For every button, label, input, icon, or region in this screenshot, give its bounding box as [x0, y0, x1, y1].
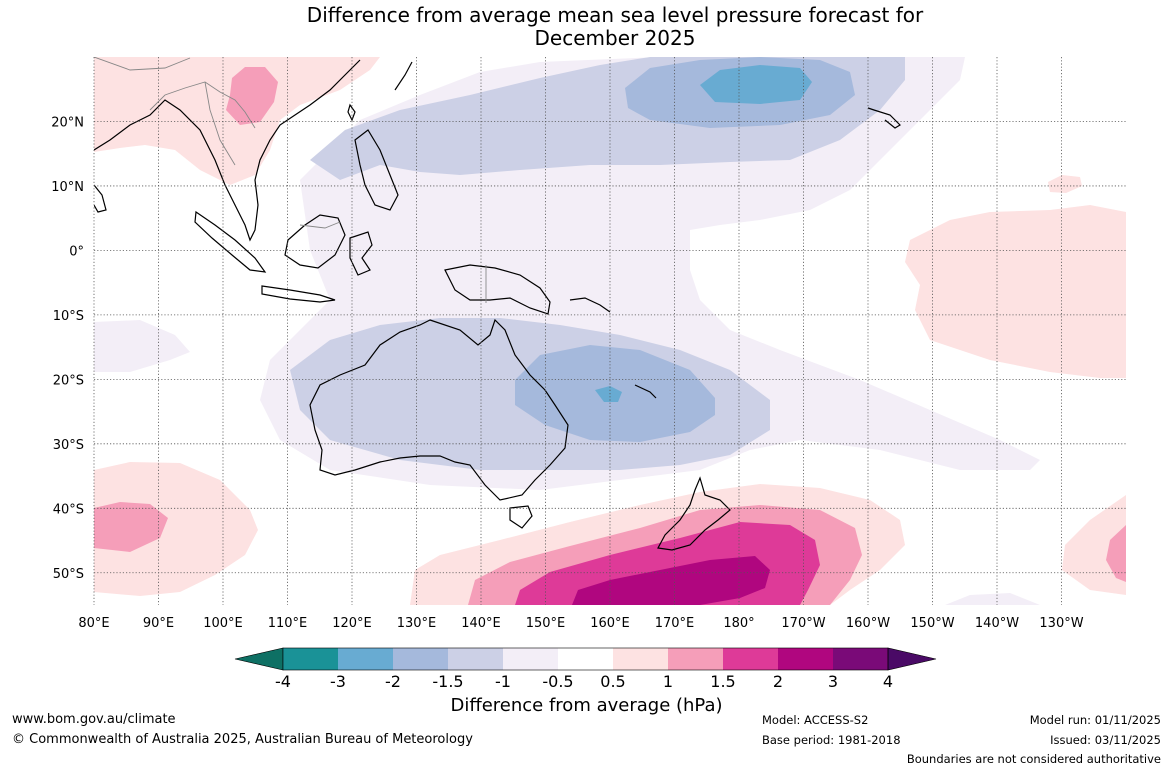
footer-base-period: Base period: 1981-2018 [762, 733, 901, 747]
java-coastline [261, 285, 336, 303]
footer-url[interactable]: www.bom.gov.au/climate [12, 712, 176, 727]
anomaly-neg-0-5-indian [94, 320, 190, 372]
tasmania-coastline [509, 505, 533, 529]
anomaly-pos-0-5-southwest [94, 462, 258, 596]
japan-coastline [394, 61, 413, 91]
footer-disclaimer: Boundaries are not considered authoritat… [906, 752, 1161, 766]
lon-label: 120°E [332, 616, 372, 631]
colorbar-label: Difference from average (hPa) [450, 695, 723, 716]
colorbar-tick-label: 4 [883, 672, 893, 691]
colorbar-extend-low [234, 647, 284, 671]
lat-label: 40°S [53, 502, 84, 517]
colorbar-segment [613, 648, 668, 670]
anomaly-neg-2-north [700, 65, 812, 104]
lon-label: 130°W [1039, 616, 1083, 631]
colorbar-segment [778, 648, 833, 670]
lon-label: 170°E [655, 616, 695, 631]
colorbar-tick-label: -1.5 [432, 672, 463, 691]
india-tip-coastline [94, 184, 107, 213]
anomaly-pos-0-5-southeast [1062, 495, 1126, 595]
anomaly-neg-2-south [595, 386, 622, 402]
lon-label: 150°W [910, 616, 954, 631]
colorbar-segment [393, 648, 448, 670]
anomaly-pos-1-asia [226, 67, 278, 125]
longitude-labels: 80°E 90°E 100°E 110°E 120°E 130°E 140°E 150°E 16… [78, 616, 1083, 631]
solomon-coastline [569, 297, 611, 313]
lon-label: 90°E [143, 616, 174, 631]
colorbar-segment [668, 648, 723, 670]
colorbar-segment [503, 648, 558, 670]
colorbar-segment [723, 648, 778, 670]
lon-label: 80°E [78, 616, 109, 631]
anomaly-pos-2-south [572, 556, 770, 605]
latitude-labels: 20°N 10°N 0° 10°S 20°S 30°S 40°S 50°S [51, 115, 84, 581]
colorbar-segment [558, 648, 613, 670]
lon-label: 140°W [975, 616, 1019, 631]
title-line-2: December 2025 [534, 26, 696, 50]
colorbar-tick-label: -4 [275, 672, 291, 691]
colorbar-segment [338, 648, 393, 670]
colorbar-segment [283, 648, 338, 670]
anomaly-pos-0-5-east [905, 205, 1126, 378]
colorbar-extend-high [887, 647, 937, 671]
colorbar-tick-label: -0.5 [542, 672, 573, 691]
footer-issued: Issued: 03/11/2025 [1050, 733, 1161, 747]
lat-label: 10°S [53, 309, 84, 324]
lon-label: 160°E [590, 616, 630, 631]
colorbar-tick-label: 3 [828, 672, 838, 691]
colorbar-tick-label: 2 [773, 672, 783, 691]
title-line-1: Difference from average mean sea level p… [306, 3, 924, 27]
sumatra-coastline [194, 210, 267, 273]
lat-label: 10°N [51, 180, 84, 195]
lon-label: 160°W [846, 616, 890, 631]
new-zealand-coastline [657, 476, 731, 551]
coastlines [94, 59, 901, 551]
footer-model: Model: ACCESS-S2 [762, 713, 869, 727]
anomaly-pos-1-southeast [1106, 525, 1126, 582]
lat-label: 20°N [51, 115, 84, 130]
colorbar-tick-label: 0.5 [600, 672, 625, 691]
colorbar-frame [282, 647, 889, 671]
taiwan-coastline [347, 103, 356, 122]
country-borders [94, 57, 487, 303]
lon-label: 170°W [781, 616, 825, 631]
lat-label: 30°S [53, 438, 84, 453]
colorbar-tick-label: 1.5 [710, 672, 735, 691]
footer-model-run: Model run: 01/11/2025 [1029, 713, 1161, 727]
sulawesi-coastline [349, 231, 373, 276]
mainland-asia-coastline [94, 59, 361, 242]
lat-label: 20°S [53, 373, 84, 388]
graticule [93, 57, 1126, 605]
lon-label: 100°E [203, 616, 243, 631]
lon-label: 140°E [461, 616, 501, 631]
australia-coastline [309, 318, 569, 501]
lon-label: 130°E [397, 616, 437, 631]
colorbar-tick-label: -1 [495, 672, 511, 691]
lat-label: 0° [69, 244, 84, 259]
colorbar-tick-label: 1 [663, 672, 673, 691]
footer-copyright: © Commonwealth of Australia 2025, Austra… [12, 732, 473, 747]
lon-label: 180° [723, 616, 754, 631]
colorbar-segment [833, 648, 888, 670]
new-caledonia-coastline [634, 384, 657, 399]
colorbar-tick-label: -2 [385, 672, 401, 691]
hawaii-coastline [867, 107, 901, 129]
new-guinea-coastline [444, 264, 551, 315]
anomaly-field [94, 57, 1126, 605]
lon-label: 110°E [268, 616, 308, 631]
lon-label: 150°E [526, 616, 566, 631]
borneo-coastline [284, 214, 346, 269]
anomaly-pos-0-5-hawaii [1048, 175, 1082, 193]
colorbar-segment [448, 648, 503, 670]
philippines-coastline [354, 129, 399, 211]
anomaly-pos-1-southwest [94, 502, 168, 552]
map-title: Difference from average mean sea level p… [0, 4, 1173, 50]
lat-label: 50°S [53, 567, 84, 582]
colorbar-tick-label: -3 [330, 672, 346, 691]
anomaly-neg-0-5-far-south [945, 593, 1040, 605]
colorbar: -4 -3 -2 -1.5 -1 -0.5 0.5 1 1.5 2 3 4 [234, 647, 937, 691]
